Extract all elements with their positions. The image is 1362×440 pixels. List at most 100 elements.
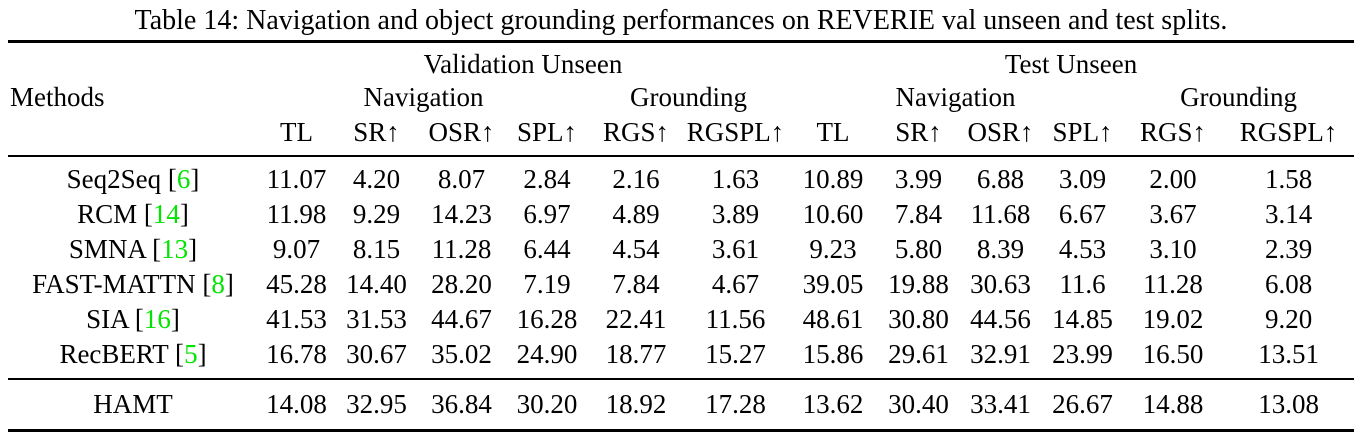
val-grounding-header: Grounding — [630, 82, 748, 112]
citation-link[interactable]: 13 — [161, 234, 189, 264]
val-metric-value-cell: 9.29 — [352, 199, 401, 229]
test-metric-value-cell: 8.39 — [976, 234, 1025, 264]
test-metric-value-cell: 9.23 — [809, 234, 857, 264]
val-rgs-header: RGS↑ — [602, 116, 670, 147]
val-metric-value-cell: 18.92 — [605, 389, 667, 419]
table-row: HAMT 14.08 32.95 36.84 30.20 18.92 17.28 13.62 3… — [8, 379, 1354, 431]
citation-link[interactable]: 5 — [184, 339, 198, 369]
hamt-row-section: HAMT 14.08 32.95 36.84 30.20 18.92 17.28 13.62 3… — [8, 379, 1355, 431]
val-metric-value-cell: 14.40 — [346, 269, 407, 299]
test-metric-value-cell: 23.99 — [1052, 339, 1113, 369]
test-metric-value-cell: 14.85 — [1052, 304, 1113, 334]
val-metric-value-cell: 11.98 — [266, 199, 327, 229]
test-metric-value-cell: 29.61 — [888, 339, 949, 369]
test-osr-header: OSR↑ — [967, 116, 1034, 147]
val-metric-value-cell: 31.53 — [346, 304, 407, 334]
val-metric-value-cell: 15.27 — [705, 339, 766, 369]
val-metric-value-cell: 30.67 — [346, 339, 407, 369]
test-metric-value-cell: 1.58 — [1264, 164, 1313, 194]
test-metric-value-cell: 3.67 — [1149, 199, 1197, 229]
test-metric-value-cell: 32.91 — [970, 339, 1031, 369]
test-metric-value-cell: 2.00 — [1149, 164, 1197, 194]
citation-bracket: ] — [197, 339, 207, 369]
test-metric-value-cell: 11.6 — [1059, 269, 1106, 299]
split-header-row: Validation Unseen Test Unseen — [8, 42, 1354, 83]
table-header: Validation Unseen Test Unseen Methods Na… — [8, 42, 1355, 156]
citation-bracket: ] — [224, 269, 234, 299]
test-metric-value-cell: 3.09 — [1058, 164, 1107, 194]
citation-link[interactable]: 6 — [176, 164, 191, 194]
method-name: SMNA [ — [68, 234, 162, 264]
test-metric-value-cell: 26.67 — [1052, 389, 1113, 419]
val-metric-value-cell: 4.54 — [612, 234, 660, 264]
subgroup-header-row: Methods Navigation Grounding Navigation … — [8, 82, 1354, 113]
val-osr-header: OSR↑ — [428, 116, 495, 147]
val-metric-value-cell: 11.07 — [266, 164, 327, 194]
table-row: RCM [14] 11.98 9.29 14.23 6.97 4.89 3.89 10.60 7… — [8, 197, 1354, 232]
val-metric-value-cell: 22.41 — [605, 304, 667, 334]
citation-link[interactable]: 16 — [143, 304, 171, 334]
val-metric-value-cell: 11.28 — [431, 234, 492, 264]
test-metric-value-cell: 11.28 — [1143, 269, 1203, 299]
method-cell: RCM [14] — [8, 197, 258, 232]
citation-bracket: ] — [190, 164, 200, 194]
test-metric-value-cell: 14.88 — [1142, 389, 1204, 419]
table-row: RecBERT [5] 16.78 30.67 35.02 24.90 18.77 15.2… — [8, 337, 1354, 379]
method-name: SIA [ — [86, 304, 144, 334]
val-metric-value-cell: 11.56 — [705, 304, 766, 334]
method-name: RCM [ — [77, 199, 153, 229]
test-metric-value-cell: 3.99 — [894, 164, 943, 194]
citation-link[interactable]: 8 — [211, 269, 225, 299]
test-metric-value-cell: 6.67 — [1058, 199, 1107, 229]
val-metric-value-cell: 41.53 — [266, 304, 327, 334]
val-metric-value-cell: 2.16 — [612, 164, 660, 194]
val-metric-value-cell: 9.07 — [272, 234, 321, 264]
citation-bracket: ] — [188, 234, 198, 264]
val-navigation-header: Navigation — [363, 82, 484, 112]
citation-bracket: ] — [179, 199, 189, 229]
test-metric-value-cell: 3.10 — [1149, 234, 1197, 264]
val-metric-value-cell: 28.20 — [431, 269, 492, 299]
method-cell: RecBERT [5] — [8, 337, 258, 379]
method-cell: HAMT — [8, 379, 258, 431]
test-metric-value-cell: 19.02 — [1142, 304, 1204, 334]
empty-cell — [8, 113, 258, 156]
method-name: RecBERT [ — [59, 339, 185, 369]
test-metric-value-cell: 2.39 — [1264, 234, 1313, 264]
test-navigation-header: Navigation — [895, 82, 1016, 112]
table-row: SMNA [13] 9.07 8.15 11.28 6.44 4.54 3.61 9.23 5.… — [8, 232, 1354, 267]
method-cell: SMNA [13] — [8, 232, 258, 267]
citation-link[interactable]: 14 — [152, 199, 180, 229]
test-metric-value-cell: 3.14 — [1264, 199, 1313, 229]
val-metric-value-cell: 32.95 — [346, 389, 407, 419]
test-metric-value-cell: 9.20 — [1264, 304, 1313, 334]
val-metric-value-cell: 3.89 — [711, 199, 760, 229]
val-metric-value-cell: 2.84 — [523, 164, 571, 194]
table-row: SIA [16] 41.53 31.53 44.67 16.28 22.41 11.56 48… — [8, 302, 1354, 337]
test-metric-value-cell: 30.63 — [970, 269, 1031, 299]
results-table: Validation Unseen Test Unseen Methods Na… — [8, 40, 1355, 432]
empty-cell — [8, 42, 258, 83]
test-grounding-header: Grounding — [1180, 82, 1298, 112]
val-metric-value-cell: 24.90 — [516, 339, 578, 369]
val-rgspl-header: RGSPL↑ — [686, 116, 785, 147]
val-tl-header: TL — [280, 116, 313, 147]
test-metric-value-cell: 6.08 — [1264, 269, 1313, 299]
val-spl-header: SPL↑ — [516, 116, 578, 147]
table-caption: Table 14: Navigation and object groundin… — [134, 5, 1228, 36]
test-metric-value-cell: 13.62 — [802, 389, 864, 419]
method-name: Seq2Seq [ — [66, 164, 177, 194]
method-cell: SIA [16] — [8, 302, 258, 337]
methods-column-header: Methods — [10, 82, 105, 112]
test-spl-header: SPL↑ — [1052, 116, 1113, 147]
val-metric-value-cell: 14.23 — [431, 199, 492, 229]
baseline-rows: Seq2Seq [6] 11.07 4.20 8.07 2.84 2.16 1.63 10.8… — [8, 156, 1354, 379]
val-metric-value-cell: 7.19 — [523, 269, 571, 299]
test-metric-value-cell: 6.88 — [976, 164, 1025, 194]
table-row: FAST-MATTN [8] 45.28 14.40 28.20 7.19 7.84 4.6… — [8, 267, 1354, 302]
val-metric-value-cell: 8.07 — [437, 164, 486, 194]
val-metric-value-cell: 6.44 — [523, 234, 571, 264]
test-metric-value-cell: 10.89 — [802, 164, 864, 194]
val-sr-header: SR↑ — [353, 116, 400, 147]
